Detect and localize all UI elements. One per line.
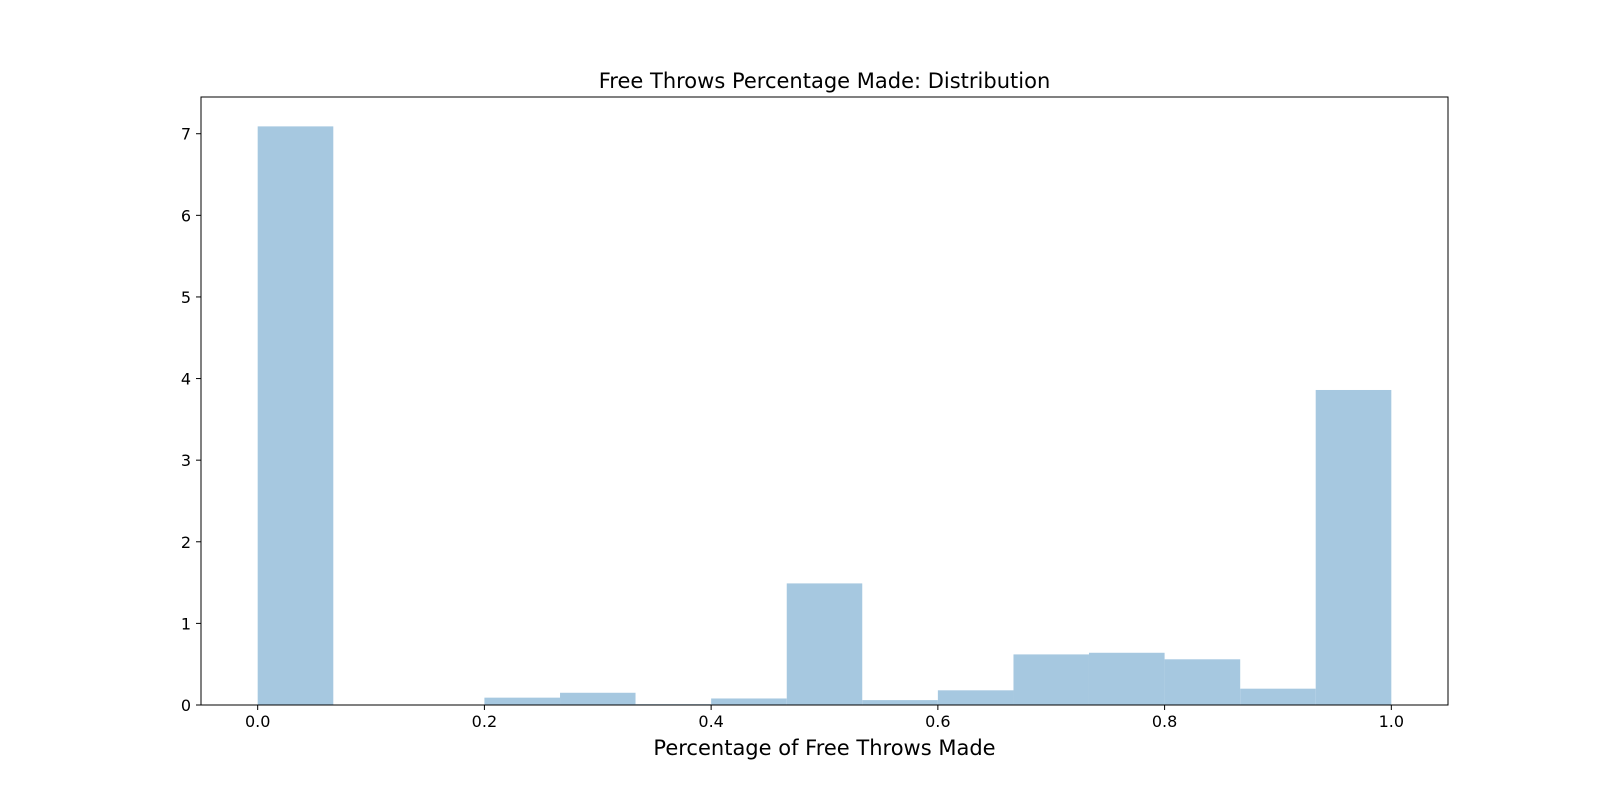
x-tick-label: 0.4 bbox=[698, 712, 723, 731]
histogram-bar-13 bbox=[1240, 688, 1316, 705]
y-tick-label: 0 bbox=[181, 696, 191, 715]
y-tick-label: 1 bbox=[181, 614, 191, 633]
histogram-bar-4 bbox=[560, 692, 636, 705]
x-tick-label: 0.8 bbox=[1152, 712, 1177, 731]
x-tick-label: 0.0 bbox=[245, 712, 270, 731]
y-axis-ticks: 0 1 2 3 4 5 6 7 bbox=[181, 125, 201, 715]
x-tick-label: 0.2 bbox=[472, 712, 497, 731]
histogram-bar-7 bbox=[786, 583, 863, 705]
x-tick-label: 1.0 bbox=[1379, 712, 1404, 731]
y-tick-label: 3 bbox=[181, 451, 191, 470]
x-axis-ticks: 0.0 0.2 0.4 0.6 0.8 1.0 bbox=[245, 705, 1404, 731]
plot-frame bbox=[200, 96, 1449, 706]
histogram-bar-6 bbox=[711, 698, 787, 705]
histogram-bar-9 bbox=[937, 690, 1014, 705]
x-tick-label: 0.6 bbox=[925, 712, 950, 731]
histogram-bar-3 bbox=[484, 697, 561, 705]
chart-title: Free Throws Percentage Made: Distributio… bbox=[599, 69, 1051, 93]
y-tick-label: 4 bbox=[181, 370, 191, 389]
x-axis-label: Percentage of Free Throws Made bbox=[653, 736, 995, 760]
histogram-bar-11 bbox=[1088, 652, 1165, 705]
bars-group bbox=[257, 126, 1392, 705]
y-tick-label: 2 bbox=[181, 533, 191, 552]
y-tick-label: 6 bbox=[181, 206, 191, 225]
histogram-bar-8 bbox=[862, 700, 938, 705]
histogram-bar-10 bbox=[1013, 654, 1089, 705]
histogram-bar-14 bbox=[1315, 389, 1392, 705]
histogram-bar-12 bbox=[1164, 659, 1241, 705]
y-tick-label: 5 bbox=[181, 288, 191, 307]
histogram-bar-0 bbox=[257, 126, 334, 705]
y-tick-label: 7 bbox=[181, 125, 191, 144]
